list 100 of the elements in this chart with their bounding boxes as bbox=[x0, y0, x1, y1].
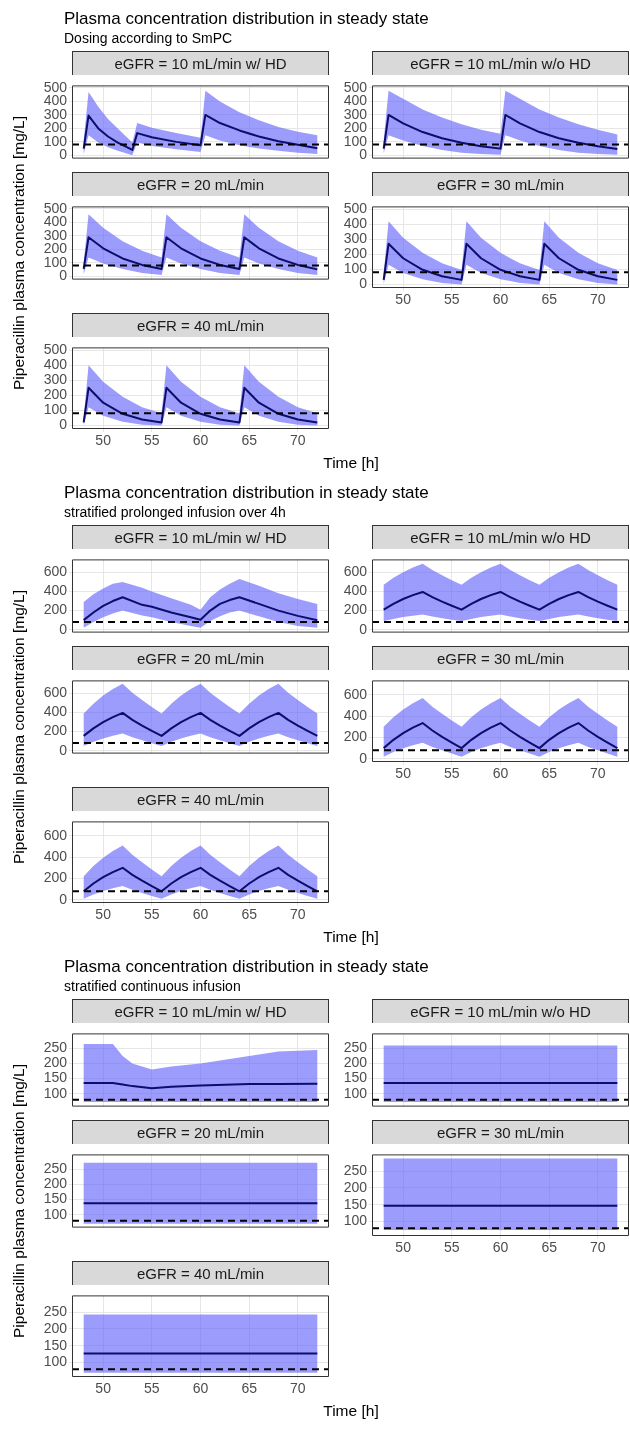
chart-title: eGFR = 30 mL/min bbox=[372, 172, 629, 196]
chart-title: eGFR = 10 mL/min w/ HD bbox=[72, 51, 329, 75]
chart-title: eGFR = 30 mL/min bbox=[372, 1120, 629, 1144]
x-tick-label: 55 bbox=[144, 906, 160, 923]
y-tick-label: 0 bbox=[359, 749, 368, 766]
chart-title: eGFR = 10 mL/min w/o HD bbox=[372, 51, 629, 75]
y-tick-label: 150 bbox=[43, 1069, 68, 1086]
x-tick-label: 65 bbox=[541, 1239, 558, 1256]
x-tick-label: 70 bbox=[290, 432, 306, 449]
x-tick-label: 55 bbox=[444, 765, 460, 782]
x-tick-label: 70 bbox=[290, 1380, 306, 1397]
y-tick-label: 600 bbox=[343, 685, 368, 702]
x-tick-label: 50 bbox=[95, 906, 112, 923]
y-tick-label: 400 bbox=[43, 356, 68, 373]
y-tick-label: 0 bbox=[359, 620, 368, 637]
y-tick-label: 150 bbox=[343, 1069, 368, 1086]
y-tick-label: 500 bbox=[343, 200, 368, 217]
y-tick-label: 0 bbox=[59, 890, 68, 907]
y-tick-label: 100 bbox=[43, 1353, 68, 1370]
x-tick-label: 60 bbox=[492, 765, 509, 782]
y-tick-label: 100 bbox=[343, 1084, 368, 1101]
x-tick-label: 70 bbox=[590, 291, 606, 308]
y-tick-label: 200 bbox=[43, 386, 68, 403]
y-tick-label: 400 bbox=[43, 703, 68, 720]
x-tick-label: 50 bbox=[395, 765, 412, 782]
chart-title: eGFR = 40 mL/min bbox=[72, 787, 329, 811]
chart-title: eGFR = 10 mL/min w/o HD bbox=[372, 525, 629, 549]
x-tick-label: 55 bbox=[144, 1380, 160, 1397]
y-tick-label: 250 bbox=[43, 1039, 68, 1056]
x-axis-title: Time [h] bbox=[322, 928, 380, 946]
chart-title: eGFR = 10 mL/min w/ HD bbox=[72, 525, 329, 549]
y-tick-label: 100 bbox=[43, 401, 68, 418]
text: Plasma concentration distribution in steady state bbox=[64, 956, 430, 977]
y-tick-label: 600 bbox=[43, 563, 68, 580]
x-tick-label: 70 bbox=[590, 765, 606, 782]
x-tick-label: 65 bbox=[241, 906, 258, 923]
y-tick-label: 400 bbox=[343, 215, 368, 232]
y-tick-label: 150 bbox=[43, 1190, 68, 1207]
x-tick-label: 60 bbox=[192, 1380, 209, 1397]
x-tick-label: 55 bbox=[444, 291, 460, 308]
x-tick-label: 70 bbox=[590, 1239, 606, 1256]
chart-title: eGFR = 20 mL/min bbox=[72, 172, 329, 196]
y-tick-label: 500 bbox=[43, 199, 68, 216]
y-tick-label: 100 bbox=[43, 1205, 68, 1222]
y-axis-title: Piperacillin plasma concentration [mg/L] bbox=[10, 115, 28, 390]
y-tick-label: 100 bbox=[43, 1084, 68, 1101]
chart-title: eGFR = 10 mL/min w/ HD bbox=[72, 999, 329, 1023]
text: Dosing according to SmPC bbox=[64, 29, 234, 48]
y-tick-label: 0 bbox=[59, 620, 68, 637]
x-axis-title: Time [h] bbox=[322, 1402, 380, 1420]
y-tick-label: 200 bbox=[343, 1054, 368, 1071]
x-tick-label: 60 bbox=[192, 906, 209, 923]
y-tick-label: 0 bbox=[59, 741, 68, 758]
y-tick-label: 200 bbox=[43, 1054, 68, 1071]
y-tick-label: 600 bbox=[343, 563, 368, 580]
y-tick-label: 200 bbox=[43, 601, 68, 618]
y-tick-label: 200 bbox=[43, 1319, 68, 1336]
chart-title: eGFR = 30 mL/min bbox=[372, 646, 629, 670]
y-tick-label: 0 bbox=[59, 416, 68, 433]
y-tick-label: 200 bbox=[43, 722, 68, 739]
y-tick-label: 600 bbox=[43, 826, 68, 843]
y-tick-label: 250 bbox=[343, 1162, 368, 1179]
y-tick-label: 200 bbox=[343, 245, 368, 262]
y-tick-label: 400 bbox=[43, 582, 68, 599]
y-tick-label: 150 bbox=[43, 1336, 68, 1353]
chart-title: eGFR = 20 mL/min bbox=[72, 1120, 329, 1144]
text: stratified continuous infusion bbox=[64, 977, 242, 996]
y-tick-label: 400 bbox=[343, 582, 368, 599]
x-tick-label: 55 bbox=[144, 432, 160, 449]
chart-title: eGFR = 10 mL/min w/o HD bbox=[372, 999, 629, 1023]
y-tick-label: 100 bbox=[343, 260, 368, 277]
y-tick-label: 200 bbox=[43, 1175, 68, 1192]
chart-title: eGFR = 40 mL/min bbox=[72, 313, 329, 337]
x-tick-label: 60 bbox=[492, 291, 509, 308]
y-tick-label: 250 bbox=[43, 1160, 68, 1177]
chart-title: eGFR = 20 mL/min bbox=[72, 646, 329, 670]
y-tick-label: 600 bbox=[43, 684, 68, 701]
text: Plasma concentration distribution in steady state bbox=[64, 482, 430, 503]
x-tick-label: 50 bbox=[95, 1380, 112, 1397]
x-tick-label: 65 bbox=[541, 291, 558, 308]
x-tick-label: 50 bbox=[95, 432, 112, 449]
x-tick-label: 65 bbox=[241, 1380, 258, 1397]
x-tick-label: 60 bbox=[192, 432, 209, 449]
y-tick-label: 0 bbox=[59, 146, 68, 163]
x-tick-label: 50 bbox=[395, 1239, 412, 1256]
x-tick-label: 60 bbox=[492, 1239, 509, 1256]
x-tick-label: 65 bbox=[241, 432, 258, 449]
x-tick-label: 65 bbox=[541, 765, 558, 782]
y-axis-title: Piperacillin plasma concentration [mg/L] bbox=[10, 1063, 28, 1338]
y-axis-title: Piperacillin plasma concentration [mg/L] bbox=[10, 589, 28, 864]
y-tick-label: 250 bbox=[43, 1303, 68, 1320]
y-tick-label: 400 bbox=[343, 706, 368, 723]
x-tick-label: 70 bbox=[290, 906, 306, 923]
y-tick-label: 500 bbox=[43, 341, 68, 358]
x-tick-label: 55 bbox=[444, 1239, 460, 1256]
x-axis-title: Time [h] bbox=[322, 454, 380, 472]
y-tick-label: 500 bbox=[43, 78, 68, 95]
text: Plasma concentration distribution in steady state bbox=[64, 8, 430, 29]
y-tick-label: 400 bbox=[43, 847, 68, 864]
y-tick-label: 200 bbox=[343, 728, 368, 745]
